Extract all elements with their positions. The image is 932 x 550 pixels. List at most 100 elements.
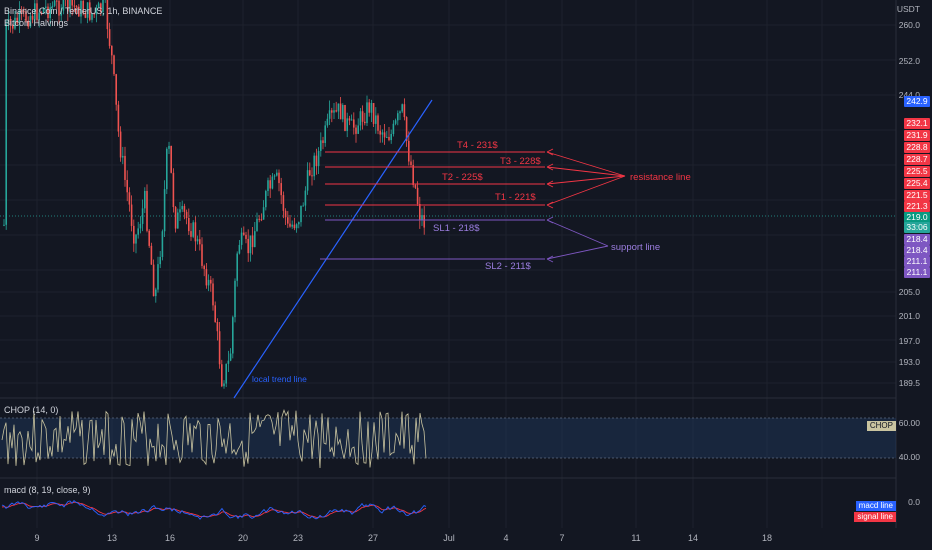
price-tag: 228.8 xyxy=(904,142,930,153)
candle-body xyxy=(181,206,183,210)
symbol-title[interactable]: Binance Coin / TetherUS, 1h, BINANCE xyxy=(4,6,163,16)
candle-body xyxy=(97,3,100,8)
candle-body xyxy=(177,212,179,229)
candle-body xyxy=(148,230,150,246)
candle-body xyxy=(364,121,366,124)
candle-body xyxy=(31,15,34,20)
candle-body xyxy=(287,217,289,224)
price-tick-label: 252.0 xyxy=(898,56,920,66)
candle-body xyxy=(5,24,7,225)
candle-body xyxy=(243,232,245,235)
candle-body xyxy=(194,222,197,242)
candle-body xyxy=(304,190,307,206)
candle-body xyxy=(56,0,58,2)
candle-body xyxy=(9,19,12,25)
candle-body xyxy=(240,232,243,245)
chop-band xyxy=(0,418,896,458)
price-tag: 218.4 xyxy=(904,234,930,245)
candle-body xyxy=(133,225,135,244)
candle-body xyxy=(421,215,423,221)
price-tick-label: 205.0 xyxy=(898,287,920,297)
candle-body xyxy=(267,180,269,191)
candle-body xyxy=(410,161,412,166)
candle-body xyxy=(60,10,62,16)
candle-body xyxy=(295,224,298,229)
halvings-indicator-label[interactable]: Bitcoin Halvings xyxy=(4,18,69,28)
candle-body xyxy=(157,264,159,290)
candle-body xyxy=(78,6,80,17)
candle-body xyxy=(212,283,214,306)
candle-body xyxy=(311,175,313,177)
time-tick-label: 9 xyxy=(34,533,40,543)
candle-body xyxy=(298,222,300,225)
candle-body xyxy=(130,204,133,226)
time-tick-label: 20 xyxy=(237,533,249,543)
chop-level-40: 40.00 xyxy=(898,452,920,462)
resistance-arrowhead xyxy=(546,148,554,156)
candle-body xyxy=(331,110,333,113)
candle-body xyxy=(91,13,93,20)
candle-body xyxy=(183,206,186,212)
candle-body xyxy=(20,10,23,12)
candle-body xyxy=(394,120,397,124)
candle-body xyxy=(234,280,236,318)
candle-body xyxy=(69,0,71,12)
candle-body xyxy=(223,383,225,387)
candle-body xyxy=(388,136,390,141)
candle-body xyxy=(416,187,419,205)
stoploss-sl2-label: SL2 - 211$ xyxy=(485,261,531,272)
chop-indicator-pane[interactable] xyxy=(0,409,896,469)
candle-body xyxy=(300,205,302,223)
candle-body xyxy=(238,244,241,254)
price-tag: 225.4 xyxy=(904,178,930,189)
candle-body xyxy=(397,113,399,121)
candle-body xyxy=(271,176,274,189)
candle-body xyxy=(159,256,161,265)
candle-body xyxy=(170,145,172,173)
candle-body xyxy=(128,192,131,205)
candle-body xyxy=(350,119,353,121)
price-tag: 232.1 xyxy=(904,118,930,129)
candle-body xyxy=(150,245,153,265)
candlestick-series[interactable] xyxy=(3,0,425,389)
candle-body xyxy=(75,6,78,8)
candle-body xyxy=(405,117,408,141)
candle-body xyxy=(51,5,54,8)
candle-body xyxy=(45,6,47,9)
target-t3-label: T3 - 228$ xyxy=(500,156,541,167)
candle-body xyxy=(144,190,146,209)
candle-body xyxy=(326,118,329,126)
candle-body xyxy=(346,118,348,131)
candle-body xyxy=(113,55,115,75)
chop-legend[interactable]: CHOP (14, 0) xyxy=(4,405,59,415)
candle-body xyxy=(265,190,267,208)
candle-body xyxy=(93,13,95,15)
candle-body xyxy=(273,175,276,177)
resistance-arrow xyxy=(546,175,626,206)
candle-body xyxy=(210,279,212,284)
candle-body xyxy=(353,119,355,128)
macd-legend[interactable]: macd (8, 19, close, 9) xyxy=(4,485,91,495)
candle-body xyxy=(302,205,304,207)
candle-body xyxy=(115,74,117,105)
candle-body xyxy=(379,130,381,135)
chop-level-60: 60.00 xyxy=(898,418,920,428)
candle-body xyxy=(366,102,368,124)
candle-body xyxy=(256,218,258,232)
candle-body xyxy=(119,131,122,158)
candle-body xyxy=(14,17,16,29)
macd-indicator-pane[interactable] xyxy=(1,500,427,520)
candle-body xyxy=(106,0,109,30)
candle-body xyxy=(315,155,318,167)
candle-body xyxy=(249,235,252,254)
candle-body xyxy=(339,103,342,120)
drawing-layer[interactable] xyxy=(233,99,626,399)
candle-body xyxy=(342,104,344,120)
candle-body xyxy=(199,239,201,245)
candle-body xyxy=(126,179,128,193)
candle-body xyxy=(7,19,10,25)
candle-body xyxy=(49,7,51,19)
candle-body xyxy=(357,125,359,134)
price-tag: 225.5 xyxy=(904,166,930,177)
